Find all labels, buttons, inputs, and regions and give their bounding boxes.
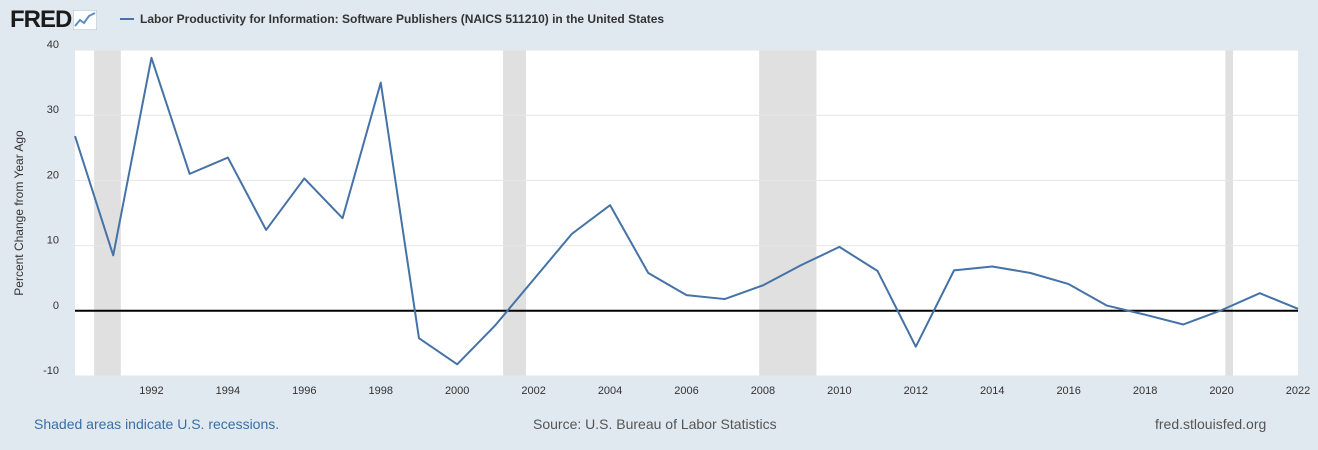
gridlines [75,49,1298,377]
source-note: Source: U.S. Bureau of Labor Statistics [533,416,777,432]
x-tick-label: 2014 [980,385,1004,397]
y-axis-ticks: -10 0 10 20 30 40 [43,39,59,377]
y-tick-label: 20 [47,169,59,181]
x-tick-label: 2008 [751,385,775,397]
trend-line-icon [73,10,98,30]
site-link[interactable]: fred.stlouisfed.org [1155,416,1267,432]
x-tick-label: 2000 [445,385,469,397]
x-tick-label: 1994 [216,385,240,397]
series-layer [74,56,1299,366]
x-tick-label: 2004 [598,385,622,397]
recession-bands [94,50,1234,376]
recessions-note[interactable]: Shaded areas indicate U.S. recessions. [34,416,280,432]
x-tick-label: 2018 [1133,385,1157,397]
x-tick-label: 1996 [292,385,316,397]
legend-series-title: Labor Productivity for Information: Soft… [140,12,665,26]
x-tick-label: 2016 [1056,385,1080,397]
x-tick-label: 2012 [904,385,928,397]
series-line [74,56,1299,366]
x-tick-label: 1992 [139,385,163,397]
y-tick-label: 40 [47,39,59,51]
fred-logo[interactable]: FRED [10,6,72,33]
plot-area [75,50,1298,376]
x-tick-label: 2022 [1286,385,1310,397]
y-tick-label: 0 [53,300,59,312]
y-axis-label: Percent Change from Year Ago [12,130,26,296]
recession-band [1225,50,1234,376]
x-tick-label: 2002 [521,385,545,397]
recession-band [94,50,121,376]
y-tick-label: -10 [43,365,59,377]
y-tick-label: 30 [47,104,59,116]
x-axis-ticks: 1992 1994 1996 1998 2000 2002 2004 2006 2008 2010… [139,385,1310,397]
x-tick-label: 2010 [827,385,851,397]
chart-legend: Labor Productivity for Information: Soft… [120,12,664,26]
fred-header: FRED [10,6,98,34]
x-tick-label: 2020 [1209,385,1233,397]
x-tick-label: 1998 [369,385,393,397]
recession-band [503,50,526,376]
recession-band [759,50,817,376]
y-tick-label: 10 [47,235,59,247]
legend-line-swatch [120,18,134,20]
x-tick-label: 2006 [674,385,698,397]
